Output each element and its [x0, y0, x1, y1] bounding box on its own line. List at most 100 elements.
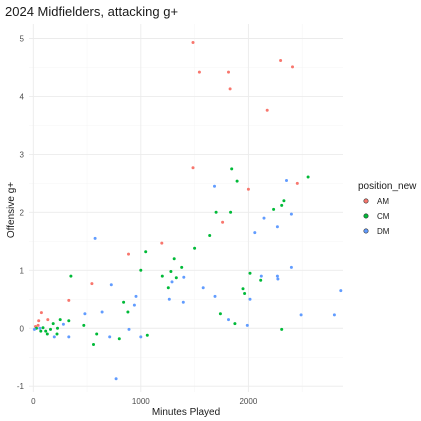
data-point-cm — [39, 329, 43, 333]
data-point-cm — [208, 234, 212, 237]
data-point-am — [36, 323, 40, 327]
data-point-dm — [262, 216, 266, 220]
data-point-cm — [233, 322, 237, 326]
data-point-cm — [55, 332, 59, 336]
data-point-dm — [67, 335, 71, 339]
y-tick-label: -1 — [17, 382, 25, 391]
legend-label-am: AM — [377, 197, 389, 206]
legend-key-cm — [363, 213, 369, 219]
data-point-cm — [248, 271, 252, 275]
data-point-dm — [182, 275, 186, 279]
legend-items: AM CM DM — [363, 197, 390, 236]
data-point-dm — [299, 313, 303, 317]
data-point-cm — [235, 179, 239, 183]
legend: position_new AM CM DM — [358, 181, 417, 236]
data-point-cm — [306, 175, 310, 179]
data-point-dm — [52, 335, 56, 339]
data-point-dm — [83, 312, 87, 316]
data-point-dm — [259, 274, 263, 278]
data-point-cm — [259, 278, 263, 282]
data-point-cm — [144, 250, 148, 254]
data-point-dm — [213, 184, 216, 188]
data-point-dm — [93, 236, 97, 240]
data-point-cm — [214, 210, 218, 214]
x-tick-label: 1000 — [132, 397, 150, 406]
data-point-cm — [44, 329, 48, 333]
data-point-cm — [69, 274, 73, 278]
x-tick-label: 2000 — [239, 397, 257, 406]
data-point-cm — [45, 332, 49, 336]
data-point-dm — [109, 283, 113, 287]
data-point-dm — [167, 297, 171, 301]
data-point-cm — [218, 312, 222, 316]
data-point-dm — [61, 322, 65, 326]
data-point-cm — [241, 287, 245, 291]
data-point-cm — [49, 327, 52, 331]
data-point-cm — [230, 167, 234, 171]
data-point-dm — [114, 377, 118, 381]
data-point-am — [37, 319, 41, 323]
legend-key-dm — [363, 228, 369, 234]
data-point-am — [90, 282, 94, 286]
data-point-cm — [166, 286, 170, 290]
data-point-cm — [280, 203, 284, 207]
data-point-cm — [122, 300, 126, 304]
data-point-dm — [32, 327, 36, 331]
data-point-dm — [275, 274, 279, 278]
legend-label-dm: DM — [377, 227, 390, 236]
legend-label-cm: CM — [377, 212, 390, 221]
data-point-cm — [92, 343, 95, 346]
data-point-dm — [181, 300, 185, 304]
data-point-am — [279, 59, 283, 62]
data-point-am — [291, 65, 294, 69]
data-point-cm — [172, 257, 176, 261]
data-point-cm — [95, 332, 99, 336]
data-point-cm — [117, 337, 121, 341]
data-point-dm — [134, 294, 138, 298]
chart-title: 2024 Midfielders, attacking g+ — [5, 4, 178, 19]
data-points — [32, 41, 343, 381]
data-point-dm — [213, 294, 217, 298]
y-tick-label: 3 — [20, 150, 25, 159]
data-point-dm — [285, 179, 288, 182]
data-point-cm — [82, 323, 86, 327]
data-point-am — [246, 187, 250, 191]
data-point-cm — [145, 333, 149, 337]
data-point-cm — [58, 318, 62, 322]
data-point-cm — [272, 207, 276, 211]
data-point-cm — [41, 326, 45, 330]
y-tick-label: 0 — [20, 324, 25, 333]
y-axis-title: Offensive g+ — [6, 182, 17, 238]
data-point-dm — [38, 326, 42, 330]
data-point-dm — [332, 313, 336, 317]
y-tick-label: 4 — [20, 92, 25, 101]
data-point-cm — [229, 210, 233, 214]
y-tick-labels: -1 0 1 2 3 4 5 — [17, 34, 25, 391]
data-point-am — [46, 318, 50, 322]
data-point-am — [191, 166, 195, 170]
data-point-dm — [201, 286, 205, 290]
data-point-cm — [169, 270, 173, 273]
data-point-dm — [170, 280, 174, 284]
data-point-cm — [180, 265, 184, 269]
data-point-dm — [289, 212, 293, 216]
data-point-am — [127, 252, 130, 256]
x-tick-label: 0 — [31, 397, 36, 406]
data-point-am — [228, 87, 232, 91]
x-axis-title: Minutes Played — [152, 407, 220, 418]
data-point-cm — [56, 326, 59, 330]
data-point-cm — [160, 274, 164, 278]
data-point-dm — [100, 310, 104, 314]
data-point-cm — [51, 322, 55, 326]
legend-key-am — [363, 198, 369, 204]
grid — [29, 24, 343, 392]
data-point-dm — [245, 323, 249, 327]
y-tick-label: 1 — [20, 266, 25, 275]
data-point-cm — [67, 319, 71, 323]
x-tick-labels: 0 1000 2000 — [31, 397, 258, 406]
data-point-dm — [132, 303, 136, 307]
data-point-cm — [193, 246, 197, 250]
data-point-am — [197, 70, 201, 74]
data-point-dm — [127, 327, 131, 331]
